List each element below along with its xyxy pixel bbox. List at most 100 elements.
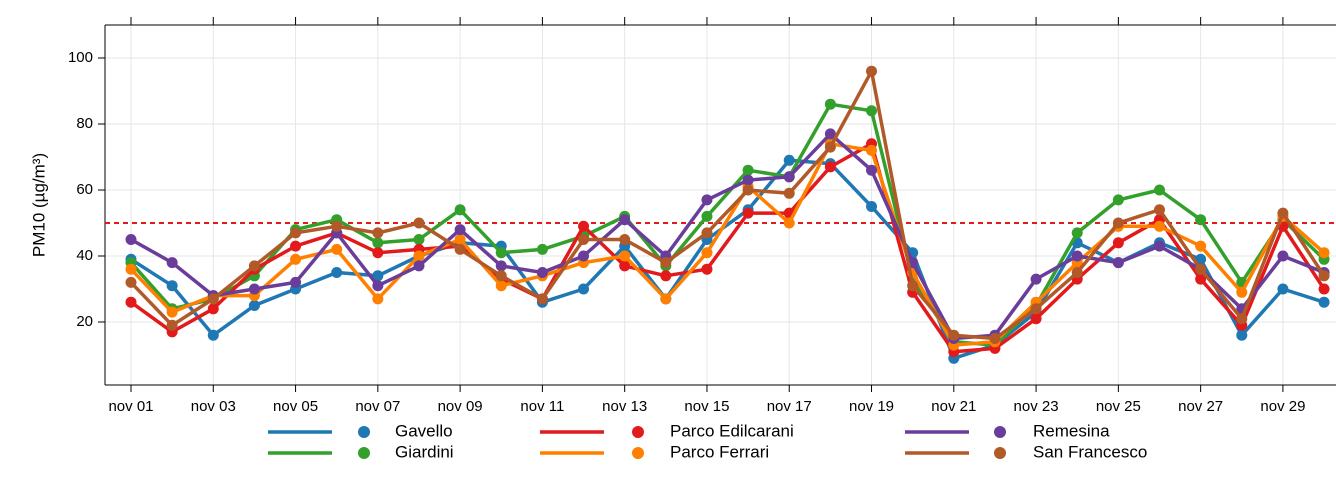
data-point (290, 240, 302, 252)
data-point (578, 250, 590, 262)
data-point (125, 296, 137, 308)
data-point (907, 280, 919, 292)
x-tick-label: nov 11 (520, 398, 564, 415)
y-tick-label: 60 (76, 181, 93, 198)
series-line (129, 69, 1326, 341)
data-point (536, 293, 548, 305)
y-tick-label: 100 (68, 49, 93, 66)
data-point (454, 243, 466, 255)
data-point (578, 220, 590, 232)
legend-label: Giardini (395, 442, 454, 461)
data-point (1030, 303, 1042, 315)
x-tick-label: nov 27 (1178, 398, 1223, 415)
x-tick-label: nov 29 (1260, 398, 1305, 415)
data-point (372, 237, 384, 249)
data-point (866, 65, 878, 77)
data-point (207, 293, 219, 305)
legend-marker (358, 447, 370, 459)
data-point (1318, 247, 1330, 259)
data-point (413, 234, 425, 245)
data-point (1030, 313, 1042, 325)
x-tick-label: nov 23 (1014, 398, 1059, 415)
x-tick-label: nov 07 (355, 398, 400, 415)
data-point (125, 234, 137, 245)
data-point (1030, 273, 1042, 285)
data-point (166, 319, 178, 331)
x-tick-label: nov 13 (602, 398, 647, 415)
data-point (290, 227, 302, 239)
y-tick-label: 20 (76, 313, 93, 330)
x-tick-label: nov 09 (438, 398, 483, 415)
data-point (619, 250, 631, 262)
data-point (372, 293, 384, 305)
data-point (1195, 253, 1207, 265)
data-point (1195, 273, 1207, 285)
data-point (701, 194, 713, 206)
data-point (166, 280, 178, 292)
y-tick-label: 40 (76, 247, 93, 264)
legend-label: Gavello (395, 421, 453, 440)
data-point (1112, 257, 1124, 269)
data-point (413, 260, 425, 272)
data-point (248, 283, 260, 295)
data-point (1318, 270, 1330, 282)
data-point (742, 207, 754, 219)
series-line (129, 142, 1326, 354)
x-tick-label: nov 03 (191, 398, 236, 415)
legend-marker (632, 426, 644, 438)
data-point (824, 161, 836, 173)
data-point (1195, 263, 1207, 275)
data-point (125, 276, 137, 288)
data-point (783, 171, 795, 183)
data-point (495, 260, 507, 272)
data-point (1154, 184, 1165, 196)
data-point (824, 141, 836, 153)
data-point (824, 128, 836, 140)
x-tick-label: nov 17 (767, 398, 812, 415)
data-point (866, 105, 878, 117)
data-point (701, 247, 713, 259)
data-point (619, 214, 631, 226)
series-line (129, 142, 1326, 347)
data-point (1236, 286, 1248, 298)
data-point (1112, 217, 1124, 229)
series-line (130, 132, 1325, 341)
data-point (207, 303, 219, 315)
data-point (619, 234, 631, 245)
data-point (701, 227, 713, 239)
data-point (536, 267, 548, 278)
data-point (619, 260, 631, 272)
data-point (866, 144, 878, 156)
data-point (1236, 329, 1248, 341)
data-point (742, 174, 754, 186)
data-point (1112, 194, 1124, 206)
data-point (1318, 296, 1330, 308)
data-point (495, 280, 507, 292)
legend-label: Parco Edilcarani (670, 421, 794, 440)
data-point (413, 250, 425, 262)
x-tick-label: nov 01 (108, 398, 153, 415)
legend-label: Parco Ferrari (670, 442, 769, 461)
legend-marker (358, 426, 370, 438)
legend-label: Remesina (1033, 421, 1110, 440)
data-point (331, 243, 343, 255)
data-point (1195, 240, 1207, 252)
x-tick-label: nov 21 (931, 398, 976, 415)
data-point (1236, 313, 1248, 325)
data-point (783, 187, 795, 199)
data-point (372, 280, 384, 292)
data-point (1318, 283, 1330, 295)
data-point (372, 227, 384, 239)
data-point (1154, 220, 1165, 232)
legend: Gavello Giardini Parco Edilcarani Parco Fer… (268, 421, 1147, 461)
data-point (989, 333, 1001, 344)
data-point (1277, 207, 1289, 219)
data-point (948, 329, 960, 341)
data-point (1277, 283, 1289, 295)
data-point (372, 247, 384, 259)
data-point (536, 243, 548, 255)
data-point (372, 270, 384, 282)
data-point (331, 267, 343, 278)
data-point (783, 154, 795, 166)
data-point (783, 217, 795, 229)
